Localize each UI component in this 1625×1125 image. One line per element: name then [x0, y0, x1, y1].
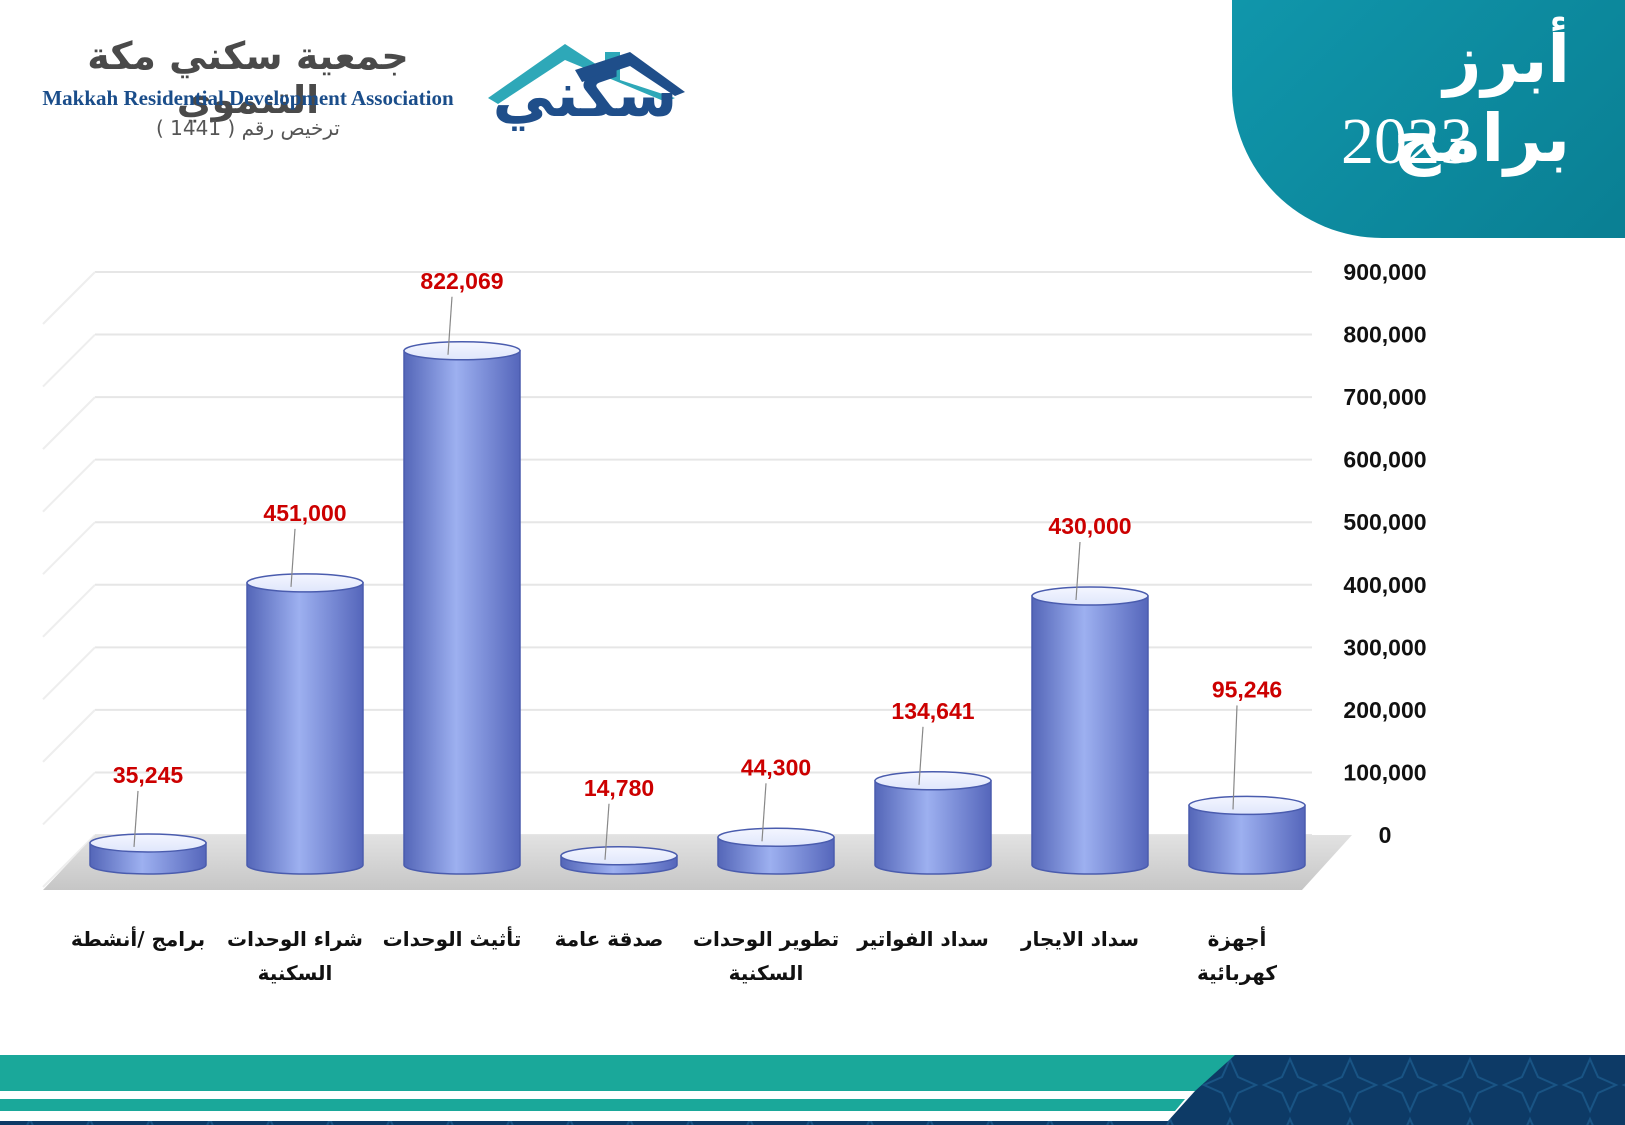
page-title: أبرز برامج	[1393, 21, 1570, 178]
gridline-diagonal-3	[42, 646, 96, 701]
category-label: السكنية	[729, 961, 804, 985]
y-tick-label: 600,000	[1343, 447, 1426, 473]
chart-floor-plane	[43, 835, 1352, 890]
bar-cylinder	[1188, 804, 1306, 875]
y-tick-label: 100,000	[1343, 759, 1426, 785]
y-tick-label: 900,000	[1343, 259, 1426, 285]
bar-cylinder	[874, 780, 992, 875]
value-leader-line	[1075, 541, 1081, 601]
logo-english-name: Makkah Residential Development Associati…	[42, 86, 454, 110]
logo-mark-word: سكني	[492, 58, 678, 131]
value-leader-line	[918, 726, 924, 785]
gridline-diagonal-5	[42, 521, 96, 575]
association-logo: جمعية سكني مكة التنموي Makkah Residentia…	[28, 30, 688, 155]
category-label: تطوير الوحدات	[693, 927, 839, 951]
gridline-diagonal-1	[42, 771, 96, 826]
category-label: شراء الوحدات	[227, 927, 363, 951]
bar-top	[1188, 795, 1306, 816]
bar-top	[717, 827, 835, 848]
value-leader-line	[1232, 705, 1238, 810]
chart-floor	[43, 835, 1352, 890]
y-tick-label: 500,000	[1343, 509, 1426, 535]
gridline-diagonal-4	[42, 584, 96, 638]
x-axis-labels: برامج /أنشطة شراء الوحدات السكنية تأثيث الو…	[71, 925, 1278, 985]
gridline-diagonal-6	[42, 458, 96, 513]
y-tick-label: 800,000	[1343, 322, 1426, 348]
y-tick-label: 300,000	[1343, 634, 1426, 660]
category-label: سداد الفواتير	[856, 927, 989, 951]
gridline-diagonal-8	[42, 333, 96, 388]
bar-top	[874, 771, 992, 791]
value-leader-line	[604, 803, 610, 860]
footer-pattern	[0, 1055, 1625, 1125]
value-leader-line	[447, 296, 453, 355]
logo-license: ترخيص رقم ( 1441 )	[156, 116, 340, 140]
y-tick-label: 0	[1379, 822, 1392, 848]
value-label: 44,300	[741, 754, 811, 780]
y-tick-label: 700,000	[1343, 384, 1426, 410]
bar-top	[246, 573, 364, 593]
bar-top	[1031, 586, 1149, 606]
value-label: 14,780	[584, 775, 654, 801]
bars: 35,245 451,000 822,069 14,780 44,300 134,641 4…	[89, 268, 1306, 875]
bar-top	[560, 846, 678, 866]
value-label: 430,000	[1048, 513, 1131, 539]
category-label: برامج /أنشطة	[71, 925, 205, 951]
logo-arabic-name: جمعية سكني مكة التنموي	[87, 34, 409, 122]
footer-band	[0, 1055, 1625, 1125]
value-label: 822,069	[420, 268, 503, 294]
bar-chart: 35,245 451,000 822,069 14,780 44,300 134,641 4…	[42, 259, 1427, 985]
category-label: تأثيث الوحدات	[383, 925, 522, 951]
category-label: كهربائية	[1197, 961, 1277, 985]
gridline-diagonal-2	[42, 709, 96, 763]
gridline-diagonal-7	[42, 396, 96, 450]
category-label: السكنية	[258, 961, 333, 985]
category-label: أجهزة	[1208, 925, 1267, 951]
house-roof-icon	[488, 44, 685, 104]
bar-cylinder	[403, 350, 521, 875]
value-leader-line	[133, 790, 139, 847]
bar-cylinder	[246, 582, 364, 875]
value-label: 134,641	[891, 698, 974, 724]
bar-cylinder	[717, 836, 835, 875]
value-label: 95,246	[1212, 676, 1282, 702]
bar-cylinder	[1031, 595, 1149, 875]
y-tick-label: 200,000	[1343, 697, 1426, 723]
value-leader-line	[290, 528, 296, 587]
gridline-diagonal-0	[42, 834, 96, 888]
gridline-diagonal-9	[42, 271, 96, 325]
page-year: 2023	[1341, 105, 1473, 178]
value-leader-line	[761, 783, 767, 842]
y-axis-labels: 0 100,000 200,000 300,000 400,000 500,000 600,…	[1343, 259, 1426, 848]
value-label: 451,000	[263, 500, 346, 526]
category-label: صدقة عامة	[555, 927, 664, 951]
logo-mark: سكني	[470, 30, 710, 155]
value-label: 35,245	[113, 762, 184, 788]
bar-top	[89, 833, 207, 853]
bar-top	[403, 341, 521, 361]
title-panel: أبرز برامج 2023	[1232, 0, 1625, 238]
category-label: سداد الايجار	[1020, 927, 1139, 951]
y-tick-label: 400,000	[1343, 572, 1426, 598]
